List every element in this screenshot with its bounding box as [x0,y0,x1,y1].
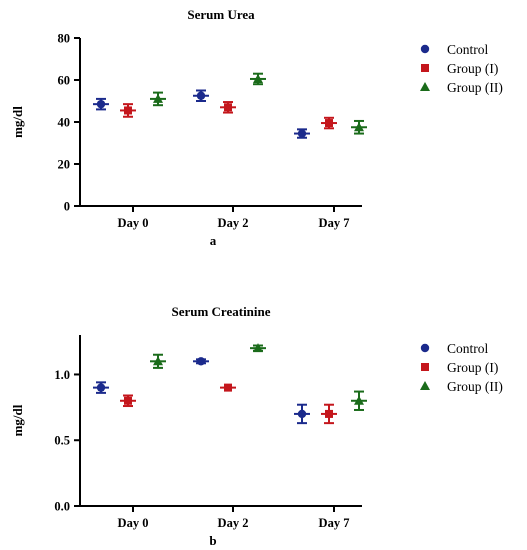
marker-triangle [253,343,263,353]
y-tick-label: 20 [58,158,71,172]
legend-marker-triangle [420,381,430,390]
chart-panel-b: Serum Creatinine 0.0 0.5 1.0 mg/dl Day 0 Day 2… [10,304,503,548]
data-point-triangle [150,353,166,369]
data-point-square [321,116,337,130]
marker-square [124,106,132,115]
x-tick-label: Day 2 [218,216,249,230]
data-point-triangle [250,343,266,353]
marker-circle [96,99,106,109]
data-point-triangle [351,119,367,135]
x-tick-label: Day 7 [319,216,350,230]
legend-label: Group (II) [447,379,503,394]
marker-circle [196,357,206,366]
legend-label: Group (I) [447,360,498,375]
data-point-circle [294,403,310,425]
legend-label: Group (I) [447,61,498,76]
data-point-square [321,403,337,425]
chart-panel-a: Serum Urea 0 20 40 60 80 mg/dl Day 0 Day 2 Day 7 C… [10,7,503,248]
legend-item: Control [420,42,489,57]
marker-circle [196,91,206,100]
marker-triangle [253,73,263,83]
x-tick-label: Day 7 [319,516,350,530]
data-point-circle [93,381,109,394]
marker-triangle [153,356,163,366]
y-tick-label: 60 [58,74,71,88]
marker-square [325,409,333,418]
data-point-square [220,101,236,114]
legend-marker-circle [420,343,430,353]
y-tick-label: 80 [58,32,71,46]
data-point-circle [193,357,209,366]
legend-label: Control [447,42,489,57]
y-tick-label: 0.5 [54,434,70,448]
legend-marker-circle [420,44,430,54]
data-point-square [220,383,236,392]
legend-item: Group (II) [420,80,503,95]
marker-square [224,383,232,392]
legend-item: Group (II) [420,379,503,394]
data-point-square [120,103,136,118]
chart-title: Serum Creatinine [171,304,270,319]
legend-label: Control [447,341,489,356]
x-tick-label: Day 0 [118,216,149,230]
y-tick-label: 40 [58,116,71,130]
marker-triangle [354,122,364,132]
marker-circle [297,409,307,419]
legend-marker-triangle [420,82,430,91]
chart-title: Serum Urea [187,7,255,22]
data-point-triangle [150,91,166,107]
data-point-triangle [351,390,367,411]
marker-square [325,119,333,128]
marker-square [224,103,232,112]
legend-label: Group (II) [447,80,503,95]
x-tick-label: Day 0 [118,516,149,530]
legend-marker-square [421,64,429,72]
data-point-circle [193,89,209,102]
data-point-square [120,394,136,408]
y-tick-label: 1.0 [54,368,70,382]
legend-item: Control [420,341,489,356]
y-axis-label: mg/dl [10,106,25,138]
data-point-circle [294,128,310,139]
data-point-triangle [250,72,266,86]
marker-circle [96,383,106,392]
marker-circle [297,129,307,138]
marker-triangle [153,93,163,103]
y-axis-label: mg/dl [10,404,25,436]
data-point-circle [93,97,109,111]
panel-label: a [210,233,217,248]
panel-label: b [209,533,216,548]
marker-triangle [354,395,364,405]
y-tick-label: 0 [64,200,70,214]
x-tick-label: Day 2 [218,516,249,530]
y-tick-label: 0.0 [54,500,70,514]
legend-item: Group (I) [421,360,498,375]
legend-marker-square [421,363,429,371]
legend-item: Group (I) [421,61,498,76]
marker-square [124,396,132,405]
